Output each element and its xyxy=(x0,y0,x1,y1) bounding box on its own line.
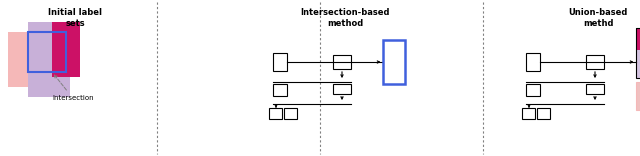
Bar xyxy=(273,84,287,96)
Bar xyxy=(383,40,405,84)
Bar xyxy=(522,108,535,119)
Bar xyxy=(636,28,640,50)
Text: Initial label
sets: Initial label sets xyxy=(48,8,102,28)
Bar xyxy=(636,50,640,78)
Bar xyxy=(269,108,282,119)
Bar xyxy=(526,84,540,96)
Text: Intersection-based
method: Intersection-based method xyxy=(300,8,390,28)
Bar xyxy=(333,55,351,69)
Bar xyxy=(273,53,287,71)
Bar xyxy=(8,32,50,87)
Bar xyxy=(586,84,604,94)
Text: Intersection: Intersection xyxy=(52,75,93,101)
Bar xyxy=(526,53,540,71)
Bar xyxy=(284,108,297,119)
Bar xyxy=(52,22,80,77)
Bar xyxy=(537,108,550,119)
Bar xyxy=(636,28,640,78)
Bar xyxy=(586,55,604,69)
Text: Union-based
methd: Union-based methd xyxy=(568,8,628,28)
Bar xyxy=(333,84,351,94)
Bar xyxy=(28,22,70,97)
Bar xyxy=(28,32,66,72)
Bar xyxy=(636,82,640,110)
